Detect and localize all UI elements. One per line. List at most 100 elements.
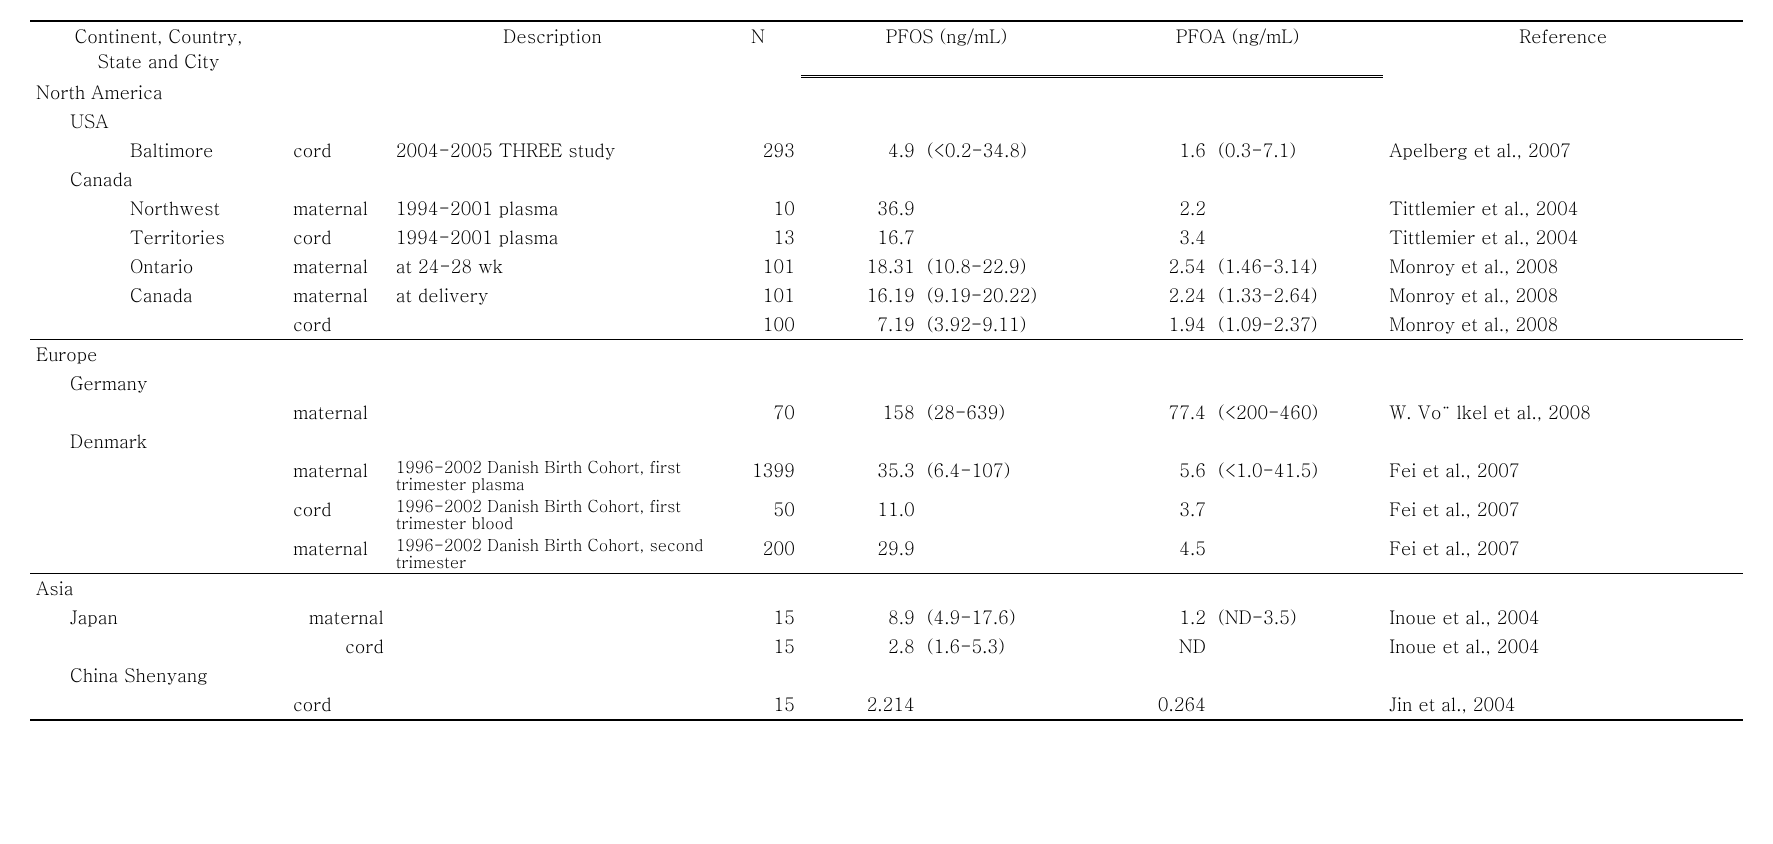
cell-pfos-value: 36.9 <box>801 194 921 223</box>
cell-pfos-value: 29.9 <box>801 534 921 574</box>
cell-pfos-range: (9.19-20.22) <box>921 281 1092 310</box>
cell-pfoa-value: 2.2 <box>1092 194 1212 223</box>
cell-pfoa-range: (ND-3.5) <box>1212 603 1383 632</box>
sample-type: maternal <box>287 398 390 427</box>
cell-pfos-value: 7.19 <box>801 310 921 340</box>
header-pfoa: PFOA (ng/mL) <box>1092 21 1383 67</box>
cell-n: 101 <box>715 252 801 281</box>
cell-pfoa-range <box>1212 534 1383 574</box>
continent-label: North America <box>30 76 1743 107</box>
cell-pfos-value: 2.214 <box>801 690 921 720</box>
sample-type: maternal <box>287 194 390 223</box>
cell-reference: Tittlemier et al., 2004 <box>1383 223 1743 252</box>
cell-pfos-range <box>921 194 1092 223</box>
cell-description: 1996-2002 Danish Birth Cohort, first tri… <box>390 495 715 534</box>
cell-pfoa-range: (1.33-2.64) <box>1212 281 1383 310</box>
country-label: Japan <box>30 603 287 632</box>
cell-pfos-range: (<0.2-34.8) <box>921 136 1092 165</box>
cell-pfoa-value: 2.54 <box>1092 252 1212 281</box>
cell-reference: Inoue et al., 2004 <box>1383 603 1743 632</box>
cell-pfoa-range <box>1212 632 1383 661</box>
header-reference: Reference <box>1383 21 1743 76</box>
city-label: Northwest <box>30 194 287 223</box>
cell-pfoa-range <box>1212 194 1383 223</box>
cell-description <box>390 632 715 661</box>
cell-n: 15 <box>715 603 801 632</box>
cell-n: 15 <box>715 690 801 720</box>
header-pfos: PFOS (ng/mL) <box>801 21 1092 67</box>
pfos-pfoa-table: Continent, Country, State and City Descr… <box>30 20 1743 721</box>
cell-pfoa-value: 0.264 <box>1092 690 1212 720</box>
cell-description: at 24-28 wk <box>390 252 715 281</box>
continent-label: Asia <box>30 574 1743 604</box>
cell-n: 101 <box>715 281 801 310</box>
cell-pfoa-range <box>1212 690 1383 720</box>
sample-type: cord <box>287 310 390 340</box>
cell-pfos-value: 158 <box>801 398 921 427</box>
cell-pfos-value: 11.0 <box>801 495 921 534</box>
cell-pfoa-value: 2.24 <box>1092 281 1212 310</box>
cell-n: 200 <box>715 534 801 574</box>
cell-reference: Apelberg et al., 2007 <box>1383 136 1743 165</box>
cell-n: 70 <box>715 398 801 427</box>
cell-reference: Jin et al., 2004 <box>1383 690 1743 720</box>
cell-pfoa-value: 1.94 <box>1092 310 1212 340</box>
cell-pfos-value: 2.8 <box>801 632 921 661</box>
city-label: Ontario <box>30 252 287 281</box>
cell-pfos-range: (28-639) <box>921 398 1092 427</box>
cell-pfoa-value: 77.4 <box>1092 398 1212 427</box>
cell-pfoa-value: 3.7 <box>1092 495 1212 534</box>
cell-reference: Fei et al., 2007 <box>1383 456 1743 495</box>
cell-description <box>390 690 715 720</box>
cell-description <box>390 603 715 632</box>
cell-pfos-range: (6.4-107) <box>921 456 1092 495</box>
sample-type: maternal <box>287 252 390 281</box>
continent-label: Europe <box>30 339 1743 369</box>
sample-type: cord <box>287 690 390 720</box>
cell-pfos-range <box>921 495 1092 534</box>
city-label: Baltimore <box>30 136 287 165</box>
country-label: Denmark <box>30 427 1743 456</box>
cell-description <box>390 398 715 427</box>
cell-n: 13 <box>715 223 801 252</box>
cell-reference: Monroy et al., 2008 <box>1383 252 1743 281</box>
sample-type: cord <box>287 632 390 661</box>
country-label: USA <box>30 107 1743 136</box>
sample-type: maternal <box>287 281 390 310</box>
cell-reference: W. Vo¨ lkel et al., 2008 <box>1383 398 1743 427</box>
city-label <box>30 632 287 661</box>
cell-pfos-range <box>921 534 1092 574</box>
header-n: N <box>715 21 801 76</box>
header-location: Continent, Country, State and City <box>30 21 287 76</box>
city-label: Territories <box>30 223 287 252</box>
cell-pfoa-value: 3.4 <box>1092 223 1212 252</box>
city-label <box>30 534 287 574</box>
cell-reference: Inoue et al., 2004 <box>1383 632 1743 661</box>
cell-pfos-range: (4.9-17.6) <box>921 603 1092 632</box>
country-label: Canada <box>30 165 1743 194</box>
cell-pfoa-range: (0.3-7.1) <box>1212 136 1383 165</box>
cell-description: 1996-2002 Danish Birth Cohort, first tri… <box>390 456 715 495</box>
country-label: Germany <box>30 369 1743 398</box>
header-description: Description <box>390 21 715 76</box>
country-label: China Shenyang <box>30 661 1743 690</box>
city-label <box>30 456 287 495</box>
cell-pfoa-range: (1.09-2.37) <box>1212 310 1383 340</box>
cell-description: 1996-2002 Danish Birth Cohort, second tr… <box>390 534 715 574</box>
sample-type: maternal <box>287 534 390 574</box>
cell-pfoa-value: 4.5 <box>1092 534 1212 574</box>
cell-pfos-value: 18.31 <box>801 252 921 281</box>
sample-type: maternal <box>287 456 390 495</box>
sample-type: cord <box>287 495 390 534</box>
city-label <box>30 310 287 340</box>
sample-type: maternal <box>287 603 390 632</box>
cell-pfoa-value: ND <box>1092 632 1212 661</box>
city-label: Canada <box>30 281 287 310</box>
cell-n: 293 <box>715 136 801 165</box>
cell-pfos-value: 35.3 <box>801 456 921 495</box>
cell-pfos-range: (10.8-22.9) <box>921 252 1092 281</box>
cell-n: 15 <box>715 632 801 661</box>
cell-pfoa-value: 1.6 <box>1092 136 1212 165</box>
sample-type: cord <box>287 136 390 165</box>
cell-pfos-value: 16.19 <box>801 281 921 310</box>
